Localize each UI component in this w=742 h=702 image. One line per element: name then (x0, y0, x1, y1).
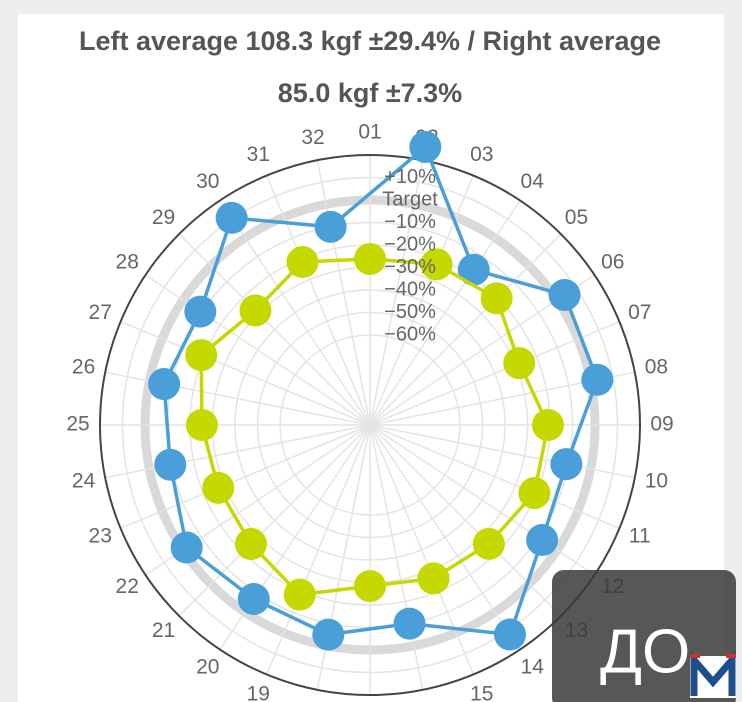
category-label: 32 (301, 126, 324, 149)
data-point (548, 278, 581, 311)
category-label: 26 (72, 356, 95, 379)
data-point (202, 471, 235, 504)
data-point (518, 477, 551, 510)
category-label: 24 (72, 470, 96, 493)
data-point (237, 582, 270, 615)
radial-tick-label: −50% (384, 301, 436, 323)
data-point (409, 130, 442, 163)
spoke (369, 424, 620, 530)
overlay-badge: ДО (552, 570, 736, 702)
data-point (354, 570, 386, 603)
data-point (550, 448, 583, 481)
data-point (283, 578, 316, 611)
spoke (369, 424, 562, 617)
spoke (120, 424, 371, 530)
category-label: 07 (628, 301, 651, 324)
spoke (369, 424, 635, 479)
spoke (369, 424, 521, 650)
category-label: 25 (66, 413, 89, 436)
category-label: 28 (116, 250, 139, 273)
logo (690, 650, 736, 696)
spoke (369, 424, 475, 675)
category-label: 19 (247, 682, 270, 702)
spoke (265, 424, 371, 675)
spoke (369, 424, 595, 576)
spoke (178, 424, 371, 617)
data-point (215, 201, 248, 234)
radial-tick-label: −30% (384, 256, 436, 278)
category-label: 23 (89, 524, 112, 547)
data-point (184, 295, 217, 328)
radial-tick-label: −60% (384, 323, 436, 345)
overlay-text: ДО (600, 617, 690, 686)
radial-tick-label: Target (382, 188, 438, 210)
data-point (393, 607, 426, 640)
radial-tick-label: −40% (384, 278, 436, 300)
data-point (531, 409, 564, 441)
data-point (239, 294, 272, 327)
data-point (354, 242, 386, 275)
spoke (369, 320, 620, 426)
category-label: 27 (89, 301, 112, 324)
data-point (420, 248, 453, 281)
outer-ring (99, 154, 641, 696)
data-point (185, 339, 218, 372)
spoke (369, 175, 475, 426)
data-point (581, 363, 614, 396)
radial-tick-label: −10% (384, 211, 436, 233)
plot: 0102030405060708091011121314151617181920… (66, 121, 673, 702)
spoke (265, 175, 371, 426)
data-point (170, 531, 203, 564)
category-label: 03 (470, 143, 493, 166)
spoke (316, 160, 371, 426)
category-label: 06 (601, 250, 624, 273)
data-point (472, 527, 505, 560)
category-label: 30 (196, 170, 219, 193)
data-point (286, 246, 319, 279)
chart-title: 85.0 kgf ±7.3% (278, 78, 462, 108)
data-point (480, 282, 513, 315)
category-label: 04 (521, 170, 545, 193)
category-label: 10 (645, 470, 668, 493)
category-label: 14 (521, 655, 545, 678)
spoke (369, 200, 521, 426)
category-label: 22 (116, 575, 139, 598)
category-label: 29 (152, 206, 175, 229)
category-label: 31 (247, 143, 270, 166)
category-label: 01 (358, 121, 381, 144)
category-label: 15 (470, 682, 493, 702)
data-point (457, 253, 490, 286)
data-point (154, 448, 187, 481)
data-point (148, 368, 181, 401)
category-label: 21 (152, 619, 175, 642)
data-point (417, 562, 450, 595)
category-label: 16 (415, 699, 438, 702)
spoke (219, 200, 371, 426)
data-point (526, 524, 559, 557)
spoke (369, 424, 424, 690)
data-point (185, 409, 218, 441)
spoke (105, 424, 371, 479)
spoke (120, 320, 371, 426)
data-point (314, 210, 347, 243)
data-point (234, 528, 267, 561)
data-point (503, 347, 536, 380)
radial-tick-label: +10% (384, 166, 436, 188)
category-label: 05 (565, 206, 588, 229)
data-point (312, 618, 345, 651)
category-label: 18 (301, 699, 324, 702)
radial-tick-label: −20% (384, 233, 436, 255)
category-label: 08 (645, 356, 668, 379)
spoke (145, 274, 371, 426)
category-label: 20 (196, 655, 219, 678)
spoke (369, 160, 424, 426)
spoke (369, 233, 562, 426)
overlay-box (552, 570, 736, 702)
chart-title: Left average 108.3 kgf ±29.4% / Right av… (79, 26, 661, 56)
category-label: 11 (629, 524, 651, 547)
spoke (178, 233, 371, 426)
category-label: 09 (650, 413, 673, 436)
data-point (494, 618, 527, 651)
